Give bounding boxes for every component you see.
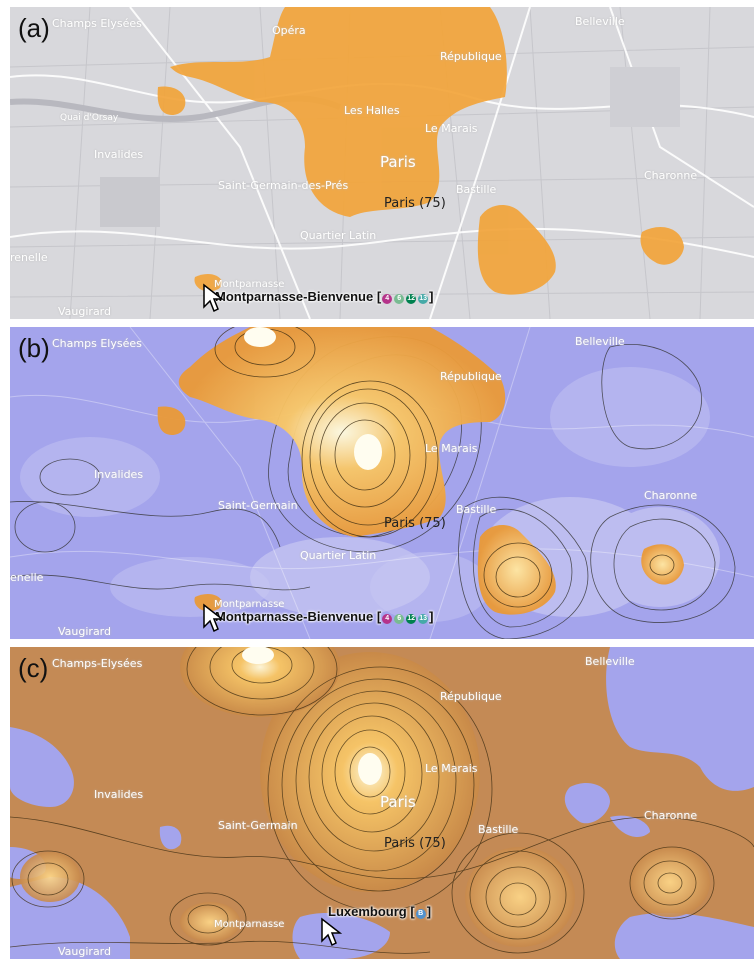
map-label-vaugirard: Vaugirard — [58, 305, 111, 318]
map-label-invalides: Invalides — [94, 468, 144, 481]
map-label-vaugirard: Vaugirard — [58, 625, 111, 638]
map-label-montparnasse: Montparnasse — [214, 919, 285, 930]
line-12-icon: 12 — [406, 294, 417, 304]
panel-a: (a) Champs Elysées Opéra Belleville Répu… — [10, 7, 754, 319]
map-label-invalides: Invalides — [94, 148, 144, 161]
map-label-champs: Champs Elysées — [52, 337, 142, 350]
mouse-cursor-icon — [321, 917, 342, 947]
panel-label-a: (a) — [18, 13, 50, 43]
map-label-belleville: Belleville — [575, 15, 625, 28]
rer-b-icon: B — [415, 909, 426, 919]
heat-map — [10, 647, 754, 959]
map-label-paris75: Paris (75) — [384, 836, 446, 851]
map-label-republique: République — [440, 50, 502, 63]
line-13-icon: 13 — [418, 294, 429, 304]
map-label-le-marais: Le Marais — [425, 762, 478, 775]
map-label-saint-germain: Saint-Germain-des-Prés — [218, 179, 349, 192]
station-label[interactable]: Luxembourg [B] — [328, 904, 431, 919]
line-12-icon: 12 — [406, 614, 417, 624]
station-name: Montparnasse-Bienvenue — [215, 609, 374, 624]
map-label-montparnasse: Montparnasse — [214, 279, 285, 290]
panel-c: (c) Champs-Elysées Belleville République… — [10, 647, 754, 959]
heat-map — [10, 327, 754, 639]
line-bracket-close: ] — [426, 904, 432, 919]
map-label-charonne: Charonne — [644, 169, 698, 182]
map-label-quai: Quai d'Orsay — [60, 113, 119, 123]
line-bracket-open: [ — [410, 904, 415, 919]
map-label-belleville: Belleville — [585, 655, 635, 668]
map-label-invalides: Invalides — [94, 788, 144, 801]
line-4-icon: 4 — [382, 614, 393, 624]
panel-label-b: (b) — [18, 333, 50, 363]
map-label-bastille: Bastille — [478, 823, 519, 836]
map-label-champs: Champs Elysées — [52, 17, 142, 30]
map-label-champs: Champs-Elysées — [52, 657, 143, 670]
line-13-icon: 13 — [418, 614, 429, 624]
map-label-vaugirard: Vaugirard — [58, 945, 111, 958]
map-label-quartier-latin: Quartier Latin — [300, 229, 377, 242]
mouse-cursor-icon — [203, 603, 224, 633]
map-label-charonne: Charonne — [644, 809, 698, 822]
line-bracket-open: [ — [376, 609, 382, 624]
map-label-les-halles: Les Halles — [344, 104, 400, 117]
map-label-opera: Opéra — [272, 24, 306, 37]
map-label-charonne: Charonne — [644, 489, 698, 502]
map-label-paris75: Paris (75) — [384, 196, 446, 211]
map-label-saint-germain: Saint-Germain — [218, 499, 298, 512]
mouse-cursor-icon — [203, 283, 224, 313]
panel-b: (b) Champs Elysées Belleville République… — [10, 327, 754, 639]
line-6-icon: 6 — [394, 614, 405, 624]
line-4-icon: 4 — [382, 294, 393, 304]
map-label-grenelle: renelle — [10, 251, 48, 264]
base-map — [10, 7, 754, 319]
map-label-le-marais: Le Marais — [425, 442, 478, 455]
line-6-icon: 6 — [394, 294, 405, 304]
map-label-republique: République — [440, 370, 502, 383]
map-label-bastille: Bastille — [456, 183, 497, 196]
station-name: Luxembourg — [328, 904, 407, 919]
map-label-quartier-latin: Quartier Latin — [300, 549, 377, 562]
map-label-montparnasse: Montparnasse — [214, 599, 285, 610]
panel-label-c: (c) — [18, 653, 49, 683]
map-label-le-marais: Le Marais — [425, 122, 478, 135]
map-label-saint-germain: Saint-Germain — [218, 819, 298, 832]
line-bracket-close: ] — [429, 609, 434, 624]
map-label-bastille: Bastille — [456, 503, 497, 516]
station-name: Montparnasse-Bienvenue — [215, 289, 374, 304]
map-label-grenelle: enelle — [10, 571, 44, 584]
map-label-republique: République — [440, 690, 502, 703]
line-bracket-open: [ — [376, 289, 382, 304]
line-bracket-close: ] — [429, 289, 434, 304]
map-label-paris75: Paris (75) — [384, 516, 446, 531]
map-label-paris: Paris — [380, 153, 416, 171]
map-label-paris: Paris — [380, 793, 416, 811]
station-label[interactable]: Montparnasse-Bienvenue [4 6 12 13] — [215, 289, 434, 304]
station-label[interactable]: Montparnasse-Bienvenue [4 6 12 13] — [215, 609, 434, 624]
map-label-belleville: Belleville — [575, 335, 625, 348]
